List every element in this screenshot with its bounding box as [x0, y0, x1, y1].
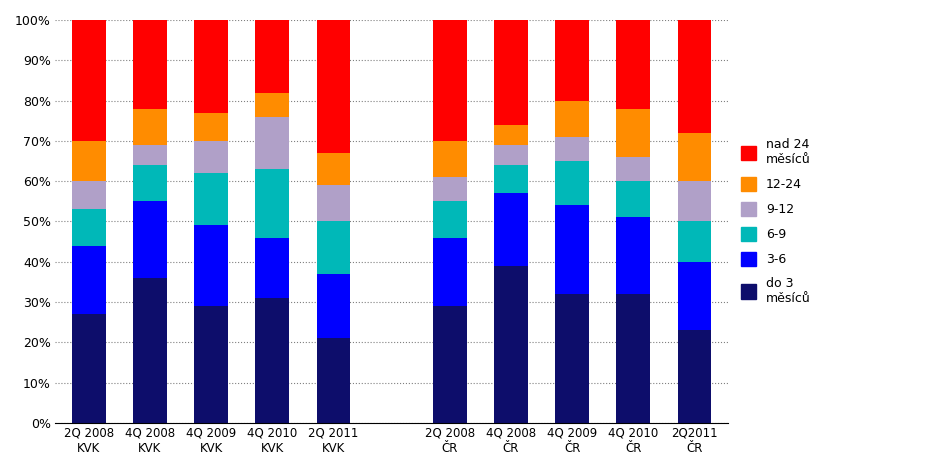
Bar [256, 93, 289, 117]
Bar [194, 20, 228, 113]
Bar [677, 133, 712, 181]
Bar [256, 117, 289, 169]
Bar [316, 153, 351, 185]
Bar [316, 221, 351, 274]
Bar [133, 165, 166, 201]
Bar [316, 274, 351, 338]
Bar [494, 145, 528, 165]
Bar [494, 125, 528, 145]
Bar [256, 20, 289, 93]
Bar [677, 20, 712, 133]
Bar [256, 298, 289, 423]
Bar [316, 185, 351, 221]
Bar [494, 266, 528, 423]
Bar [316, 20, 351, 153]
Bar [555, 294, 589, 423]
Bar [72, 246, 105, 314]
Bar [433, 20, 466, 141]
Bar [194, 226, 228, 306]
Bar [194, 141, 228, 173]
Bar [555, 101, 589, 137]
Bar [494, 20, 528, 125]
Bar [433, 306, 466, 423]
Bar [433, 237, 466, 306]
Bar [133, 201, 166, 278]
Bar [617, 294, 650, 423]
Bar [194, 113, 228, 141]
Bar [617, 157, 650, 181]
Bar [133, 145, 166, 165]
Bar [194, 306, 228, 423]
Bar [72, 181, 105, 209]
Bar [133, 109, 166, 145]
Bar [72, 209, 105, 246]
Bar [555, 205, 589, 294]
Bar [677, 221, 712, 262]
Bar [494, 193, 528, 266]
Bar [617, 109, 650, 157]
Bar [555, 161, 589, 205]
Bar [617, 218, 650, 294]
Bar [433, 177, 466, 201]
Bar [316, 338, 351, 423]
Bar [133, 20, 166, 109]
Bar [555, 20, 589, 101]
Legend: nad 24
měsíců, 12-24, 9-12, 6-9, 3-6, do 3
měsíců: nad 24 měsíců, 12-24, 9-12, 6-9, 3-6, do… [741, 138, 811, 305]
Bar [72, 20, 105, 141]
Bar [72, 141, 105, 181]
Bar [677, 262, 712, 330]
Bar [617, 20, 650, 109]
Bar [256, 237, 289, 298]
Bar [133, 278, 166, 423]
Bar [677, 181, 712, 221]
Bar [433, 141, 466, 177]
Bar [555, 137, 589, 161]
Bar [256, 169, 289, 237]
Bar [194, 173, 228, 226]
Bar [617, 181, 650, 218]
Bar [433, 201, 466, 237]
Bar [677, 330, 712, 423]
Bar [494, 165, 528, 193]
Bar [72, 314, 105, 423]
